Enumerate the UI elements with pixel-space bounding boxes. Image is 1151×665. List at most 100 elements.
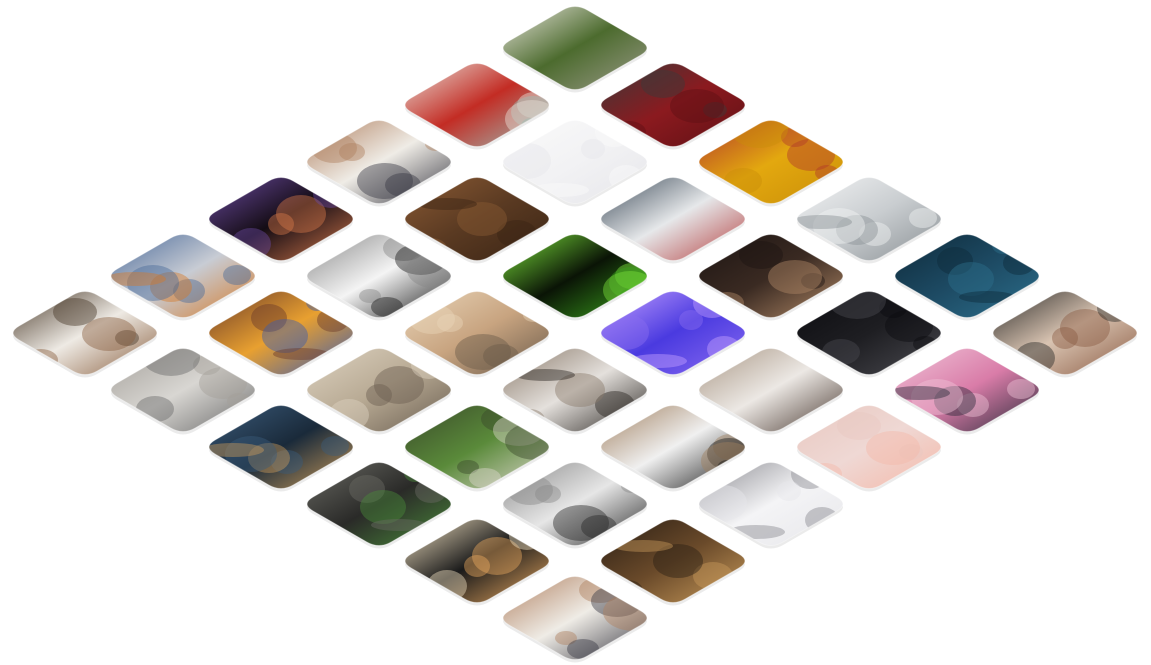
tile-detail bbox=[895, 379, 1035, 417]
photo-tile-car-side-mirror bbox=[796, 176, 942, 264]
tile-edge bbox=[306, 233, 452, 319]
tile-edge bbox=[894, 233, 1040, 319]
tile-image bbox=[797, 177, 941, 261]
photo-tile-woman-blue-studio bbox=[894, 233, 1040, 321]
tile-image bbox=[307, 120, 451, 204]
tile-image bbox=[13, 291, 157, 375]
tile-image bbox=[503, 348, 647, 432]
photo-tile-plaid-jacket-person-2 bbox=[502, 575, 648, 663]
tile-edge bbox=[600, 404, 746, 490]
tile-edge bbox=[796, 404, 942, 490]
photo-tile-carnival-lights bbox=[208, 290, 354, 378]
tile-edge bbox=[404, 404, 550, 490]
tile-edge bbox=[502, 119, 648, 205]
tile-image bbox=[307, 234, 451, 318]
photo-tile-warehouse-shelves bbox=[600, 518, 746, 606]
photo-tile-sunset-beach-dog bbox=[404, 290, 550, 378]
tile-edge bbox=[992, 290, 1138, 376]
tile-image bbox=[797, 405, 941, 489]
tile-image bbox=[503, 6, 647, 90]
tile-image bbox=[503, 120, 647, 204]
tile-image bbox=[699, 462, 843, 546]
tile-edge bbox=[306, 461, 452, 547]
photo-tile-sepia-beach-scene bbox=[306, 347, 452, 435]
tile-edge bbox=[502, 5, 648, 91]
photo-tile-stage-light-performer bbox=[404, 518, 550, 606]
tile-edge bbox=[502, 347, 648, 433]
photo-tile-geometric-shadows bbox=[502, 347, 648, 435]
photo-tile-plaid-jacket-person bbox=[306, 119, 452, 207]
tile-image bbox=[601, 291, 745, 375]
tile-edge bbox=[796, 176, 942, 262]
tile-edge bbox=[502, 575, 648, 661]
photo-tile-city-night-bridge bbox=[208, 404, 354, 492]
tile-edge bbox=[110, 233, 256, 319]
tile-image bbox=[405, 63, 549, 147]
tile-image bbox=[699, 348, 843, 432]
tile-edge bbox=[600, 290, 746, 376]
tile-detail bbox=[797, 208, 937, 246]
tile-image bbox=[209, 291, 353, 375]
tile-edge bbox=[404, 290, 550, 376]
photo-tile-aerial-stadium bbox=[306, 461, 452, 549]
photo-tile-dry-leaves-texture bbox=[404, 176, 550, 264]
tile-edge bbox=[404, 518, 550, 604]
tile-layer bbox=[12, 5, 1138, 663]
photo-tile-ornate-storefront bbox=[992, 290, 1138, 378]
tile-image bbox=[209, 177, 353, 261]
tile-detail bbox=[311, 133, 447, 199]
tile-edge bbox=[698, 461, 844, 547]
tile-detail bbox=[555, 577, 647, 659]
tile-detail bbox=[209, 436, 349, 474]
photo-tile-green-grass-fibers bbox=[502, 233, 648, 321]
photo-tile-yellow-floating-petals bbox=[698, 119, 844, 207]
tile-image bbox=[699, 234, 843, 318]
photo-tile-planet-eclipse bbox=[208, 176, 354, 264]
photo-tile-peach-neon-text bbox=[796, 404, 942, 492]
tile-detail bbox=[111, 265, 251, 303]
tile-image bbox=[993, 291, 1137, 375]
tile-detail bbox=[507, 475, 643, 541]
photo-tile-hand-sculpture-red bbox=[600, 62, 746, 150]
tile-image bbox=[601, 405, 745, 489]
tile-image bbox=[111, 234, 255, 318]
tile-edge bbox=[208, 176, 354, 262]
tile-edge bbox=[404, 62, 550, 148]
photo-tile-cherry-blossom-person bbox=[894, 347, 1040, 435]
photo-tile-woman-dark-window bbox=[796, 290, 942, 378]
tile-edge bbox=[208, 290, 354, 376]
tile-edge bbox=[600, 176, 746, 262]
photo-tile-women-red-dresses bbox=[404, 62, 550, 150]
photo-tile-blank-white bbox=[502, 119, 648, 207]
tile-edge bbox=[698, 233, 844, 319]
photo-tile-coastal-cliff-green bbox=[404, 404, 550, 492]
tile-image bbox=[405, 405, 549, 489]
photo-tile-street-people-orange bbox=[110, 233, 256, 321]
tile-image bbox=[209, 405, 353, 489]
tile-edge bbox=[502, 461, 648, 547]
tile-edge bbox=[600, 518, 746, 604]
tile-edge bbox=[306, 347, 452, 433]
tile-image bbox=[895, 234, 1039, 318]
tile-image bbox=[405, 291, 549, 375]
photo-tile-misty-coastline bbox=[110, 347, 256, 435]
photo-tile-restaurant-interior bbox=[698, 233, 844, 321]
tile-edge bbox=[404, 176, 550, 262]
tile-edge bbox=[796, 290, 942, 376]
tile-image bbox=[111, 348, 255, 432]
photo-tile-squirrel-snow bbox=[12, 290, 158, 378]
tile-image bbox=[601, 63, 745, 147]
tile-image bbox=[307, 348, 451, 432]
photo-tile-lamp-white bbox=[698, 461, 844, 549]
tile-image bbox=[405, 519, 549, 603]
photo-tile-blue-purple-bubbles bbox=[600, 290, 746, 378]
photo-tile-laptop-coffee bbox=[600, 404, 746, 492]
tile-image bbox=[601, 519, 745, 603]
tile-edge bbox=[208, 404, 354, 490]
tile-image bbox=[503, 576, 647, 660]
tile-image bbox=[797, 291, 941, 375]
tile-image bbox=[307, 462, 451, 546]
tile-edge bbox=[698, 347, 844, 433]
photo-tile-bare-tree-branches bbox=[502, 461, 648, 549]
